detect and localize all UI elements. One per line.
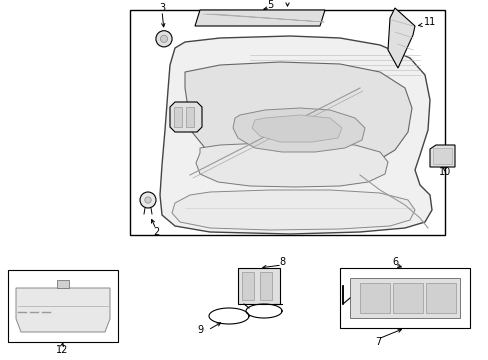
Bar: [185, 107, 194, 127]
Text: 5: 5: [266, 0, 273, 10]
Bar: [8, 270, 118, 342]
Polygon shape: [196, 143, 387, 187]
Bar: [392, 283, 422, 313]
Bar: [130, 10, 444, 235]
Bar: [242, 272, 253, 300]
Bar: [238, 268, 280, 304]
Text: 4: 4: [193, 82, 199, 92]
Text: 3: 3: [159, 3, 165, 13]
Bar: [260, 272, 271, 300]
Polygon shape: [160, 36, 431, 234]
Text: 2: 2: [153, 227, 159, 237]
Polygon shape: [195, 10, 325, 26]
Text: 10: 10: [438, 167, 450, 177]
Polygon shape: [232, 108, 364, 152]
Text: 7: 7: [374, 337, 380, 347]
Text: 6: 6: [391, 257, 397, 267]
Circle shape: [156, 31, 172, 47]
Polygon shape: [172, 190, 414, 230]
Bar: [174, 107, 182, 127]
Polygon shape: [429, 145, 454, 167]
Polygon shape: [170, 102, 202, 132]
Text: 1: 1: [266, 221, 272, 231]
Polygon shape: [184, 62, 411, 170]
Text: 8: 8: [278, 257, 285, 267]
Circle shape: [144, 197, 151, 203]
Text: 12: 12: [56, 345, 68, 355]
Polygon shape: [16, 288, 110, 332]
Bar: [339, 268, 469, 328]
Text: 13: 13: [36, 275, 47, 284]
Bar: [425, 283, 455, 313]
Bar: [349, 278, 459, 318]
Text: 9: 9: [197, 325, 203, 335]
Circle shape: [140, 192, 156, 208]
Bar: [57, 280, 69, 288]
Polygon shape: [251, 115, 341, 142]
Text: 11: 11: [423, 17, 435, 27]
Polygon shape: [387, 8, 414, 68]
Bar: [359, 283, 389, 313]
Bar: [432, 148, 451, 164]
Circle shape: [160, 35, 167, 42]
